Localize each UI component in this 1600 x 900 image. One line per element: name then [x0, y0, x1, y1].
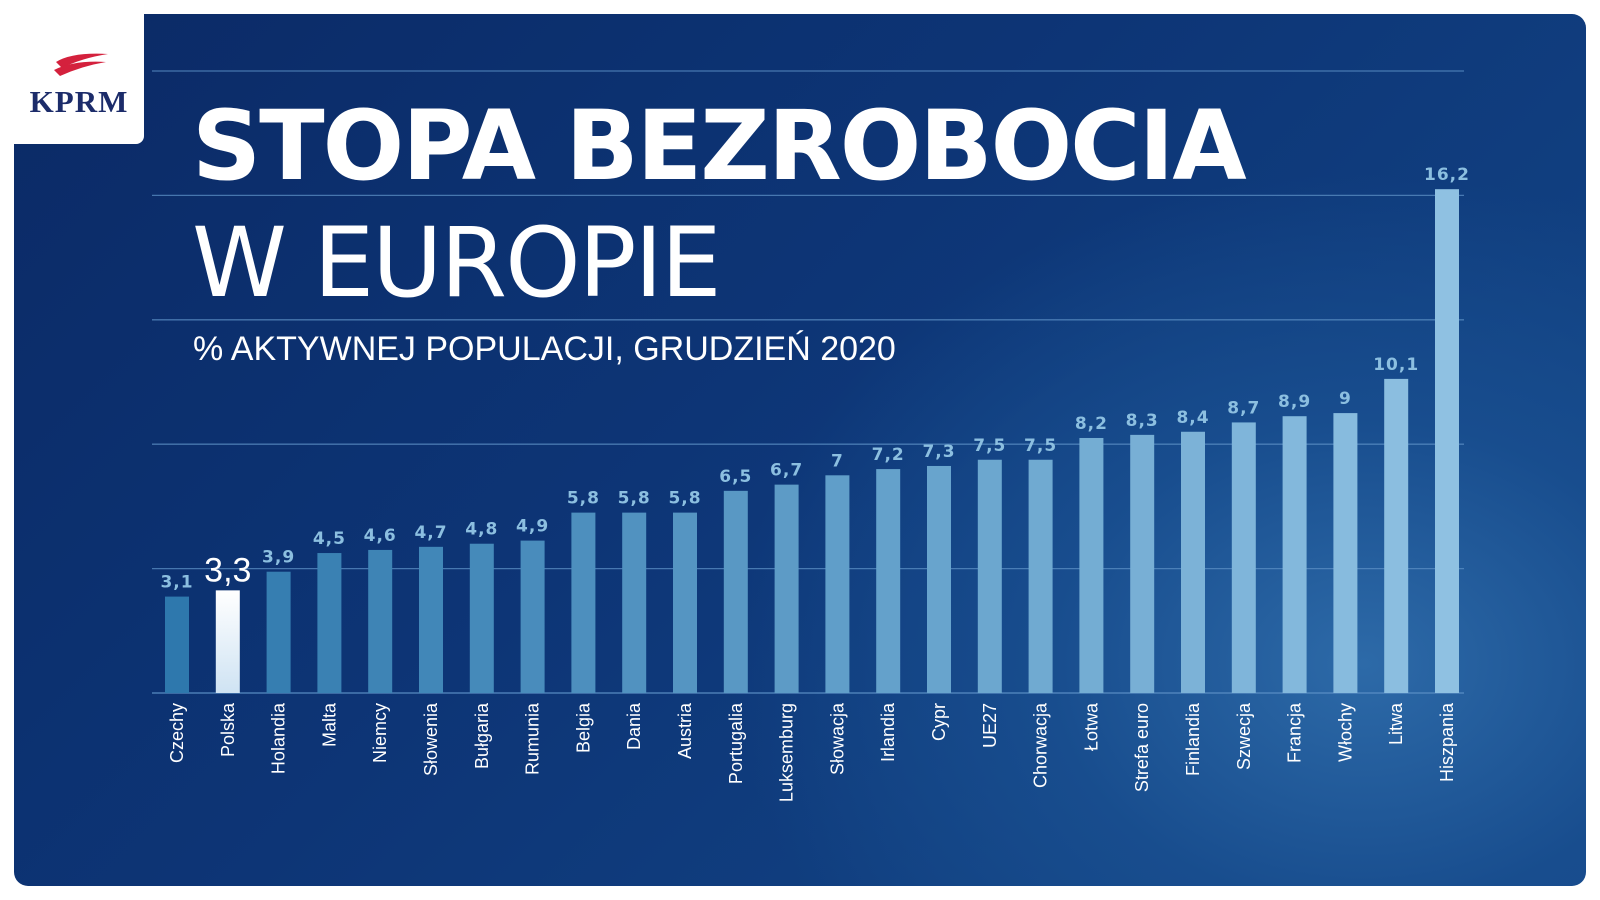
flag-icon: [54, 53, 108, 76]
value-label: 3,1: [160, 573, 193, 593]
bar-24: [1384, 378, 1409, 693]
category-label: Chorwacja: [1031, 702, 1051, 788]
bar-3: [317, 553, 342, 693]
category-label: Irlandia: [878, 702, 898, 762]
gridlines: [152, 70, 1464, 694]
category-label: Dania: [624, 702, 644, 750]
value-label: 7,5: [1024, 436, 1057, 456]
bar-6: [469, 543, 494, 693]
category-label: Czechy: [167, 703, 187, 763]
value-label: 7: [831, 451, 844, 471]
value-label: 5,8: [668, 489, 701, 509]
bar-13: [825, 475, 850, 693]
value-label: 6,5: [719, 467, 752, 487]
bar-7: [520, 540, 545, 693]
bar-17: [1028, 459, 1053, 693]
category-label: Szwecja: [1234, 702, 1254, 770]
bar-2: [266, 571, 291, 693]
value-label: 10,1: [1373, 355, 1419, 375]
bar-8: [571, 512, 596, 693]
bar-9: [622, 512, 647, 693]
bar-11: [723, 490, 748, 693]
value-labels: 3,1 3,3 3,9 4,5 4,6 4,7 4,8 4,9 5,8 5,8 5,8 6,5 6,7 7…: [160, 165, 1470, 593]
category-label: Hiszpania: [1437, 702, 1457, 782]
category-label: Włochy: [1335, 703, 1355, 762]
category-label: Rumunia: [523, 702, 543, 775]
bars: [165, 189, 1459, 693]
kprm-logo: KPRM: [14, 14, 144, 144]
bar-12: [774, 484, 799, 693]
category-label: Łotwa: [1081, 702, 1101, 751]
category-label: Cypr: [929, 703, 949, 741]
value-label: 5,8: [618, 489, 651, 509]
category-label: Bułgaria: [472, 702, 492, 769]
value-label: 4,6: [364, 526, 397, 546]
chart-panel: [14, 14, 1586, 886]
category-label: UE27: [980, 703, 1000, 748]
category-label: Polska: [218, 702, 238, 757]
bar-25: [1435, 189, 1459, 693]
value-label: 8,9: [1278, 392, 1311, 412]
category-label: Holandia: [269, 702, 289, 774]
bar-15: [927, 465, 951, 693]
value-label: 6,7: [770, 461, 803, 481]
value-label: 16,2: [1424, 165, 1470, 185]
bar-16: [977, 459, 1002, 693]
value-label: 5,8: [567, 489, 600, 509]
category-label: Austria: [675, 702, 695, 759]
logo-text: KPRM: [29, 84, 129, 119]
category-label: Słowacja: [827, 702, 847, 775]
value-label: 4,8: [465, 520, 498, 540]
value-label: 3,3: [204, 551, 251, 589]
value-label: 8,7: [1227, 398, 1260, 418]
category-label: Niemcy: [370, 703, 390, 763]
value-label: 4,5: [313, 529, 346, 549]
category-label: Luksemburg: [777, 703, 797, 802]
category-label: Portugalia: [726, 702, 746, 784]
bar-4: [368, 549, 393, 693]
bar-1: [215, 590, 240, 693]
bar-19: [1130, 434, 1155, 693]
category-label: Belgia: [573, 702, 593, 753]
value-label: 9: [1339, 389, 1352, 409]
category-label: Finlandia: [1183, 702, 1203, 776]
value-label: 4,9: [516, 517, 549, 537]
category-label: Strefa euro: [1132, 703, 1152, 792]
value-label: 8,2: [1075, 414, 1108, 434]
value-label: 8,4: [1176, 408, 1209, 428]
bar-5: [419, 546, 443, 693]
category-label: Słowenia: [421, 702, 441, 776]
value-label: 7,3: [922, 442, 955, 462]
category-label: Francja: [1285, 702, 1305, 763]
value-label: 7,5: [973, 436, 1006, 456]
category-labels: Czechy Polska Holandia Malta Niemcy Słowenia B…: [167, 702, 1457, 802]
bar-10: [673, 512, 697, 693]
category-label: Litwa: [1386, 702, 1406, 745]
bar-21: [1231, 422, 1256, 693]
value-label: 3,9: [262, 548, 295, 568]
bar-20: [1181, 431, 1205, 693]
chart-subtitle: % AKTYWNEJ POPULACJI, GRUDZIEŃ 2020: [193, 330, 896, 368]
bar-14: [876, 469, 901, 693]
chart-title-line2: W EUROPIE: [192, 207, 721, 319]
value-label: 7,2: [872, 445, 905, 465]
value-label: 8,3: [1126, 411, 1159, 431]
bar-0: [165, 596, 189, 693]
bar-22: [1282, 416, 1307, 693]
chart-title-line1: STOPA BEZROBOCIA: [192, 90, 1247, 202]
bar-18: [1079, 437, 1104, 693]
bar-23: [1333, 413, 1358, 693]
value-label: 4,7: [414, 523, 447, 543]
category-label: Malta: [319, 702, 339, 747]
